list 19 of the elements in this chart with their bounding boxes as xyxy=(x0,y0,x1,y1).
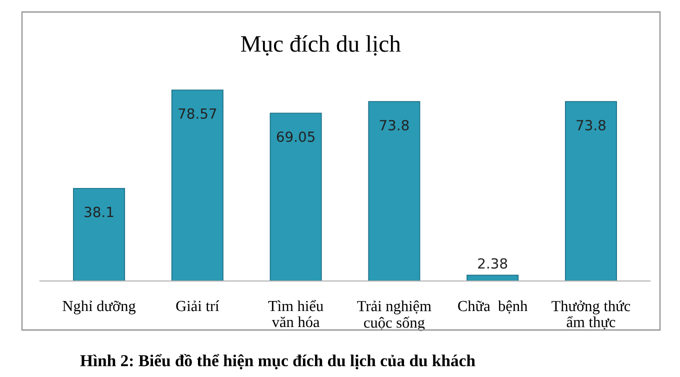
x-tick-label: Trải nghiệm cuộc sống xyxy=(357,300,432,331)
data-label: 73.8 xyxy=(576,120,606,130)
bar xyxy=(270,112,322,281)
x-tick-label: Giải trí xyxy=(176,300,220,312)
bar xyxy=(73,188,126,281)
bar xyxy=(171,90,224,281)
x-tick-label: Tìm hiểu văn hóa xyxy=(268,300,324,328)
bar xyxy=(368,101,420,281)
x-tick-label: Nghỉ dưỡng xyxy=(62,300,136,314)
bar xyxy=(564,101,617,281)
data-label: 2.38 xyxy=(478,258,508,269)
x-tick-label: Thưởng thức ẩm thực xyxy=(552,300,630,330)
x-tick-label: Chữa bệnh xyxy=(458,300,528,314)
data-label: 73.8 xyxy=(380,120,409,130)
data-label: 78.57 xyxy=(178,108,216,119)
text: Hình 2: Biểu đồ thể hiện mục đích du lịch của du khách xyxy=(80,354,476,370)
chart-title: Mục đích du lịch xyxy=(240,35,401,56)
data-label: 69.05 xyxy=(276,131,314,142)
data-label: 38.1 xyxy=(84,206,114,218)
